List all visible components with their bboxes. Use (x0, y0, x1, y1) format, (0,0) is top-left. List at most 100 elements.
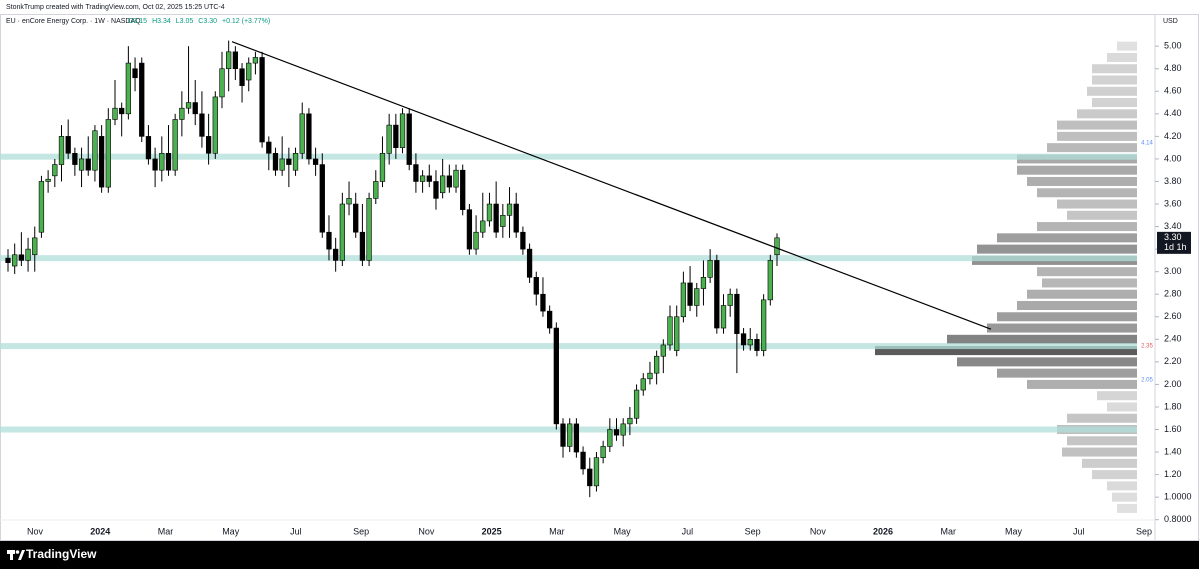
candle-body (774, 237, 780, 256)
volume-profile-bar (1097, 391, 1137, 401)
candle-body (620, 423, 626, 436)
y-tick-label: 1.40 (1164, 446, 1182, 456)
logo-mark (10, 554, 13, 560)
countdown: 1d 1h (1164, 242, 1187, 252)
candle-body (319, 164, 325, 233)
candle-body (312, 158, 319, 165)
candle-body (513, 203, 519, 233)
volume-profile-bar (1107, 52, 1137, 62)
candle-body (674, 316, 680, 351)
x-tick-label: Jul (290, 526, 302, 536)
candle-body (587, 468, 593, 487)
x-tick-label: Sep (353, 526, 369, 536)
logo (7, 550, 25, 560)
candle-body (326, 231, 332, 250)
candle-body (259, 57, 265, 143)
candle-body (112, 107, 118, 120)
candle-body (727, 293, 733, 306)
candle-body (185, 102, 192, 109)
volume-profile-bar (1037, 222, 1137, 232)
candle-body (754, 339, 760, 351)
candle-body (32, 237, 38, 256)
candle-body (379, 152, 386, 182)
candle-body (633, 389, 640, 419)
readout-value: H3.34 (152, 18, 171, 25)
candle-body (165, 152, 172, 171)
candle-body (506, 203, 513, 216)
volume-profile-bar (997, 233, 1137, 243)
candle-body (694, 288, 700, 306)
candle-body (5, 257, 11, 263)
y-tick-label: 4.40 (1164, 108, 1182, 118)
candle-body (567, 423, 573, 447)
candle-body (687, 282, 693, 306)
candle-body (653, 355, 660, 374)
volume-profile-bar (1042, 278, 1137, 288)
volume-profile-bar (1057, 131, 1137, 141)
candle-body (219, 68, 225, 98)
candle-body (667, 316, 673, 346)
volume-profile-bar (1017, 300, 1137, 311)
candle-body (92, 130, 98, 171)
x-tick-label: May (614, 526, 632, 536)
y-tick-label: 4.20 (1164, 131, 1182, 141)
candle-body (547, 310, 553, 329)
volume-profile-bar (1027, 379, 1137, 389)
candle-body (419, 175, 426, 182)
candle-body (466, 209, 473, 250)
candle-body (78, 158, 85, 171)
y-tick-label: 2.00 (1164, 379, 1182, 389)
y-tick-label: 3.00 (1164, 266, 1182, 276)
candle-body (446, 175, 452, 188)
volume-profile-bar (947, 334, 1137, 344)
y-tick-label: 4.80 (1164, 63, 1182, 73)
x-tick-label: Mar (549, 526, 565, 536)
candle-body (413, 164, 419, 182)
symbol: EU · enCore Energy Corp. · 1W · NASDAQ (6, 18, 141, 25)
candle-body (560, 423, 566, 447)
candle-body (272, 152, 279, 171)
candle-body (373, 181, 379, 199)
volume-profile-bar (1037, 188, 1137, 198)
candle-body (132, 68, 138, 79)
ohlc-readout: O3.15 H3.34 L3.05 C3.30 +0.12 (+3.77%) (128, 18, 270, 25)
x-tick-label: May (222, 526, 240, 536)
y-tick-label: 3.40 (1164, 221, 1182, 231)
volume-profile-bar (875, 346, 1137, 356)
last-price-label: 3.30 (1164, 232, 1182, 242)
readout-value: O3.15 (128, 18, 147, 25)
candle-body (406, 113, 412, 165)
candle-body (700, 277, 707, 289)
y-tick-label: 5.00 (1164, 41, 1182, 51)
candle-body (139, 62, 145, 137)
y-tick-label: 0.8000 (1164, 514, 1192, 524)
volume-profile-bar (997, 312, 1137, 322)
volume-profile-bar (1037, 267, 1137, 277)
y-tick-label: 4.00 (1164, 153, 1182, 163)
candle-body (205, 136, 212, 154)
plot: 5.004.804.604.404.204.003.803.603.403.20… (0, 40, 1192, 536)
candle-body (58, 136, 65, 165)
candle-body (226, 51, 232, 70)
candle-body (600, 446, 606, 458)
candle-body (246, 62, 252, 81)
y-tick-label: 1.20 (1164, 469, 1182, 479)
volume-profile-bar (997, 368, 1137, 378)
volume-profile-bar (1067, 436, 1137, 446)
volume-profile-bar (1112, 492, 1137, 502)
volume-profile-bar (977, 244, 1137, 254)
x-tick-label: Jul (1073, 526, 1085, 536)
candle-body (680, 282, 687, 318)
volume-profile-bar (1107, 481, 1137, 491)
volume-profile-bar (1062, 447, 1137, 457)
volume-profile-bar (1087, 86, 1137, 96)
candle-body (239, 68, 245, 86)
candle-body (286, 158, 292, 165)
y-tick-label: 4.60 (1164, 86, 1182, 96)
candle-body (540, 293, 546, 312)
logo-mark (7, 550, 15, 554)
candle-body (714, 260, 720, 329)
candle-body (145, 136, 152, 160)
candle-body (640, 378, 646, 391)
candle-body (740, 333, 747, 346)
